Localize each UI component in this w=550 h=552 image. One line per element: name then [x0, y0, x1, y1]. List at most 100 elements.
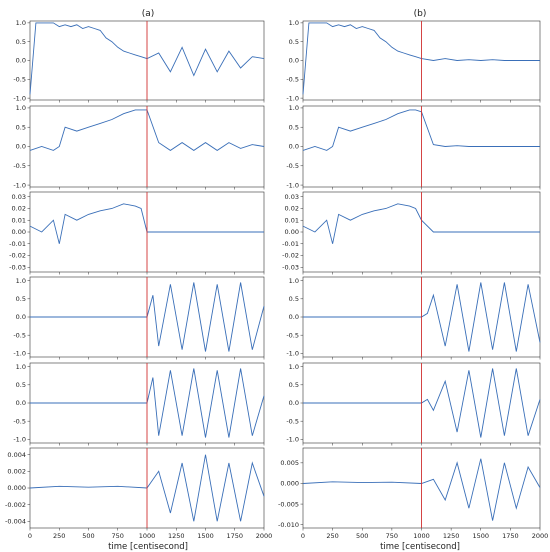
y-tick-label: 0.5: [16, 381, 26, 389]
y-tick-label: -1.0: [13, 181, 26, 189]
column-title-a: (a): [142, 9, 155, 19]
x-tick-label: 750: [112, 532, 124, 540]
y-tick-label: 1.0: [289, 363, 299, 371]
series-line: [303, 368, 541, 438]
y-tick-label: 1.0: [16, 363, 26, 371]
x-tick-label: 1750: [226, 532, 243, 540]
subplot-1-3: 1.0 0.5 0.0 -0.5 -1.0: [286, 276, 541, 360]
y-tick-label: 0.01: [12, 216, 26, 224]
series-line: [29, 454, 265, 522]
x-tick-label: 1250: [443, 532, 460, 540]
series-line: [29, 203, 264, 244]
subplot-0-4: 1.0 0.5 0.0 -0.5 -1.0: [13, 362, 265, 446]
series-line: [302, 109, 540, 151]
x-tick-label: 250: [326, 532, 338, 540]
subplot-1-0: 1.0 0.5 0.0 -0.5 -1.0: [286, 19, 541, 103]
y-tick-label: 0.000: [280, 480, 299, 488]
x-tick-label: 1500: [197, 532, 214, 540]
series-line: [303, 282, 541, 352]
y-tick-label: 0.0: [289, 399, 299, 407]
x-tick-label: 2000: [256, 532, 273, 540]
y-tick-label: 0.5: [16, 295, 26, 303]
series-line: [302, 203, 540, 244]
y-tick-label: -0.5: [13, 76, 26, 84]
y-tick-label: 0.5: [16, 38, 26, 46]
y-tick-label: -0.03: [9, 263, 26, 271]
y-tick-label: 0.00: [285, 228, 299, 236]
y-tick-label: 0.5: [16, 123, 26, 131]
y-tick-label: 0.004: [7, 451, 26, 459]
y-tick-label: -0.02: [9, 252, 26, 260]
y-tick-label: -1.0: [286, 94, 299, 102]
subplot-1-4: 1.0 0.5 0.0 -0.5 -1.0: [286, 362, 541, 446]
y-tick-label: 0.000: [7, 484, 26, 492]
x-tick-label: 1000: [413, 532, 430, 540]
subplot-0-0: 1.0 0.5 0.0 -0.5 -1.0: [13, 19, 265, 103]
y-tick-label: 0.5: [289, 381, 299, 389]
series-line: [302, 458, 541, 521]
x-tick-label: 0: [301, 532, 305, 540]
y-tick-label: 0.0: [289, 143, 299, 151]
y-tick-label: 0.02: [12, 205, 26, 213]
y-tick-label: -0.5: [286, 162, 299, 170]
series-line: [29, 109, 265, 151]
y-tick-label: 0.0: [16, 57, 26, 65]
y-tick-label: -0.004: [5, 518, 26, 526]
y-tick-label: 1.0: [16, 104, 26, 112]
y-tick-label: -0.5: [13, 331, 26, 339]
y-tick-label: -0.01: [9, 240, 26, 248]
y-tick-label: 1.0: [289, 104, 299, 112]
y-tick-label: 0.5: [289, 38, 299, 46]
y-tick-label: -0.5: [13, 417, 26, 425]
series-line: [302, 22, 540, 95]
y-tick-label: 0.5: [289, 295, 299, 303]
y-tick-label: -0.002: [5, 501, 26, 509]
y-tick-label: -1.0: [286, 181, 299, 189]
y-tick-label: -1.0: [13, 350, 26, 358]
y-tick-label: 0.03: [12, 193, 26, 201]
x-tick-label: 1750: [502, 532, 519, 540]
y-tick-label: -0.010: [278, 521, 299, 529]
x-axis-label-b: time [centisecond]: [380, 542, 460, 552]
subplot-0-3: 1.0 0.5 0.0 -0.5 -1.0: [13, 276, 265, 360]
x-tick-label: 2000: [532, 532, 549, 540]
y-tick-label: 0.002: [7, 468, 26, 476]
y-tick-label: 0.0: [289, 57, 299, 65]
y-tick-label: 0.01: [285, 216, 299, 224]
y-tick-label: -0.005: [278, 500, 299, 508]
y-tick-label: 0.00: [12, 228, 26, 236]
x-tick-label: 1000: [139, 532, 156, 540]
panels-layer: 1.00.50.0-0.5-1.01.00.50.0-0.5-1.00.030.…: [5, 19, 548, 540]
x-tick-label: 500: [82, 532, 94, 540]
y-tick-label: -1.0: [286, 350, 299, 358]
y-tick-label: -1.0: [13, 436, 26, 444]
series-line: [30, 368, 265, 438]
y-tick-label: -1.0: [13, 94, 26, 102]
y-tick-label: 0.5: [289, 123, 299, 131]
subplot-0-2: 0.03 0.02 0.01 0.00 -0.01 -0.02 -0.03: [9, 191, 265, 275]
subplot-1-1: 1.0 0.5 0.0 -0.5 -1.0: [286, 104, 541, 190]
y-tick-label: 0.03: [285, 193, 299, 201]
subplot-1-2: 0.03 0.02 0.01 0.00 -0.01 -0.02 -0.03: [282, 191, 541, 275]
subplot-0-1: 1.0 0.5 0.0 -0.5 -1.0: [13, 104, 265, 190]
y-tick-label: 0.0: [16, 399, 26, 407]
column-title-b: (b): [414, 9, 427, 19]
y-tick-label: -0.03: [282, 263, 299, 271]
y-tick-label: 0.02: [285, 205, 299, 213]
y-tick-label: 1.0: [289, 277, 299, 285]
y-tick-label: 0.005: [280, 459, 299, 467]
y-tick-label: -0.02: [282, 252, 299, 260]
y-tick-label: -0.5: [286, 417, 299, 425]
x-tick-label: 250: [53, 532, 65, 540]
y-tick-label: 0.0: [16, 143, 26, 151]
y-tick-label: 1.0: [289, 19, 299, 27]
y-tick-label: -0.5: [13, 162, 26, 170]
x-tick-label: 0: [28, 532, 32, 540]
series-line: [29, 22, 265, 95]
x-tick-label: 1500: [472, 532, 489, 540]
y-tick-label: -1.0: [286, 436, 299, 444]
y-tick-label: -0.5: [286, 331, 299, 339]
